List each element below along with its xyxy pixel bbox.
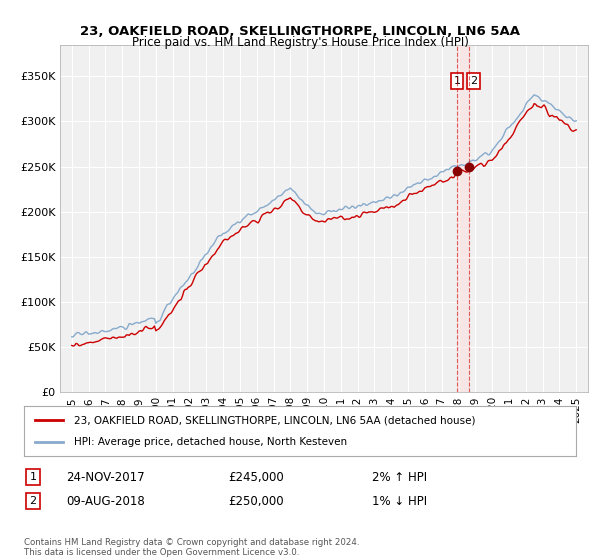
Text: 1% ↓ HPI: 1% ↓ HPI: [372, 494, 427, 508]
Text: Price paid vs. HM Land Registry's House Price Index (HPI): Price paid vs. HM Land Registry's House …: [131, 36, 469, 49]
Text: 2: 2: [29, 496, 37, 506]
Text: 24-NOV-2017: 24-NOV-2017: [66, 470, 145, 484]
Text: 23, OAKFIELD ROAD, SKELLINGTHORPE, LINCOLN, LN6 5AA (detached house): 23, OAKFIELD ROAD, SKELLINGTHORPE, LINCO…: [74, 415, 475, 425]
Text: £245,000: £245,000: [228, 470, 284, 484]
Text: 1: 1: [454, 76, 460, 86]
Text: 09-AUG-2018: 09-AUG-2018: [66, 494, 145, 508]
Text: 1: 1: [29, 472, 37, 482]
Text: 2: 2: [470, 76, 477, 86]
Text: Contains HM Land Registry data © Crown copyright and database right 2024.
This d: Contains HM Land Registry data © Crown c…: [24, 538, 359, 557]
Text: £250,000: £250,000: [228, 494, 284, 508]
Bar: [457, 45, 469, 392]
Text: HPI: Average price, detached house, North Kesteven: HPI: Average price, detached house, Nort…: [74, 437, 347, 447]
Text: 2% ↑ HPI: 2% ↑ HPI: [372, 470, 427, 484]
Text: 23, OAKFIELD ROAD, SKELLINGTHORPE, LINCOLN, LN6 5AA: 23, OAKFIELD ROAD, SKELLINGTHORPE, LINCO…: [80, 25, 520, 38]
